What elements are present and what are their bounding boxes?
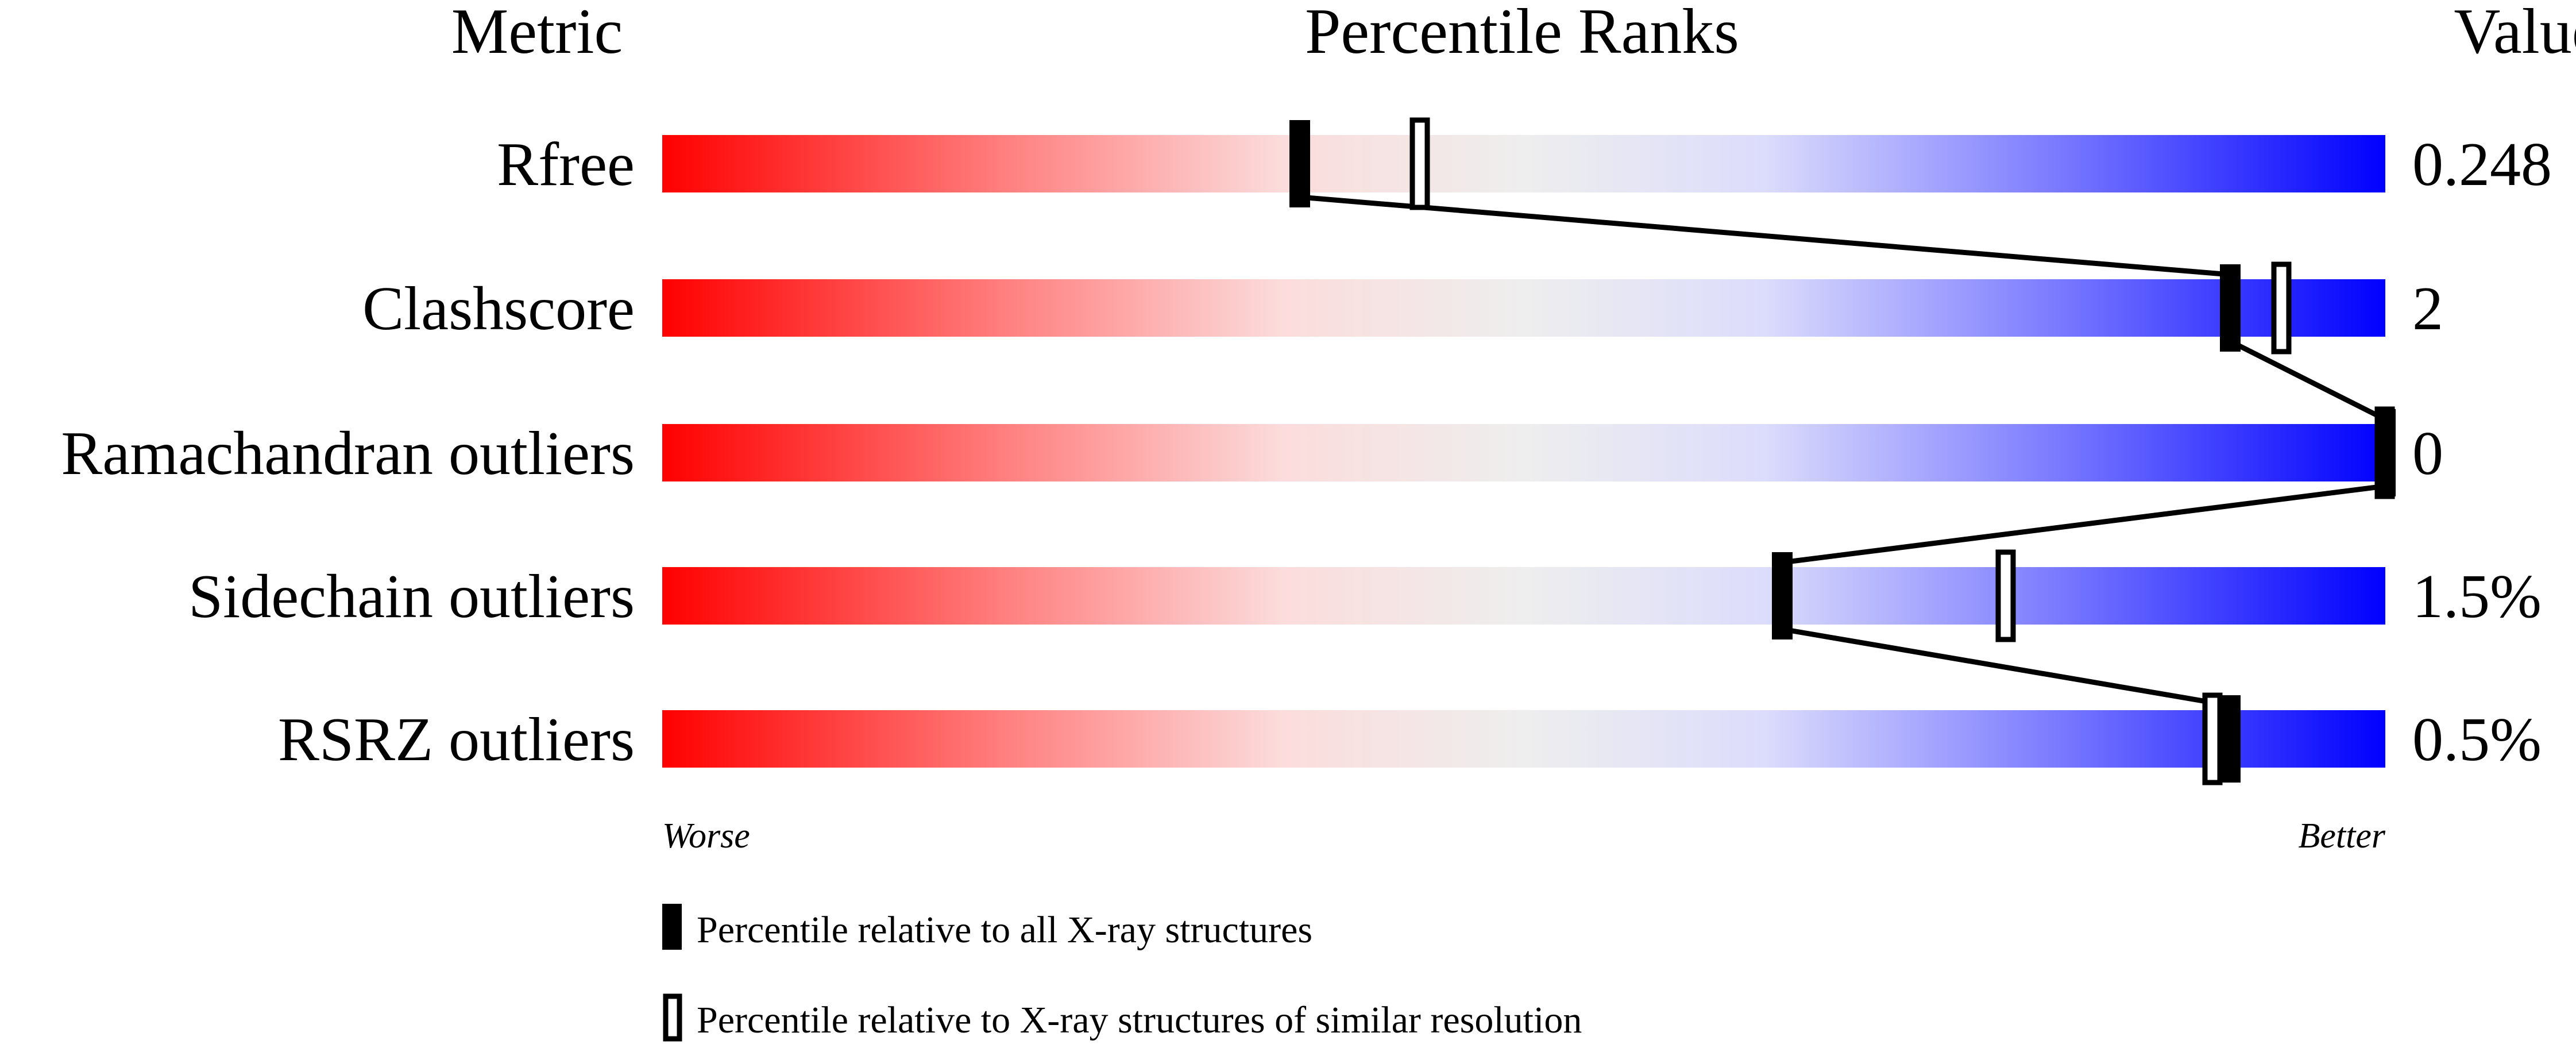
marker-similar-resolution bbox=[2271, 261, 2292, 355]
marker-similar-resolution bbox=[2202, 692, 2223, 785]
metric-label: Ramachandran outliers bbox=[61, 419, 635, 488]
percentile-bar bbox=[662, 135, 2385, 192]
axis-worse: Worse bbox=[662, 816, 750, 856]
percentile-bar bbox=[662, 424, 2385, 481]
metric-label: Sidechain outliers bbox=[188, 562, 635, 631]
marker-all-structures bbox=[1772, 552, 1793, 639]
marker-all-structures bbox=[2375, 409, 2396, 496]
percentile-bar bbox=[662, 710, 2385, 768]
metric-label: Rfree bbox=[497, 130, 635, 199]
legend-open-marker bbox=[663, 993, 682, 1042]
axis-better: Better bbox=[2299, 816, 2386, 856]
connector-line bbox=[1782, 626, 2231, 708]
header-percentile: Percentile Ranks bbox=[1305, 0, 1739, 67]
legend-filled-marker bbox=[662, 904, 682, 950]
connector-line bbox=[1299, 194, 2231, 278]
marker-all-structures bbox=[1289, 120, 1310, 207]
legend-all: Percentile relative to all X-ray structu… bbox=[697, 909, 1312, 951]
metric-value: 1.5% bbox=[2412, 562, 2542, 631]
percentile-bar bbox=[662, 279, 2385, 337]
percentile-bar bbox=[662, 567, 2385, 625]
connector-line bbox=[2229, 338, 2387, 422]
metric-value: 0.5% bbox=[2412, 706, 2542, 774]
marker-similar-resolution bbox=[1409, 117, 1430, 210]
metric-value: 0 bbox=[2412, 419, 2443, 488]
metric-value: 0.248 bbox=[2412, 130, 2552, 199]
metric-label: RSRZ outliers bbox=[278, 706, 635, 774]
connector-line bbox=[1782, 483, 2386, 565]
marker-similar-resolution bbox=[1995, 549, 2016, 642]
header-metric: Metric bbox=[451, 0, 623, 67]
marker-all-structures bbox=[2220, 264, 2241, 352]
marker-all-structures bbox=[2220, 695, 2241, 783]
metric-value: 2 bbox=[2412, 275, 2443, 343]
legend-similar: Percentile relative to X-ray structures … bbox=[697, 999, 1582, 1041]
metric-label: Clashscore bbox=[362, 275, 635, 343]
header-value: Value bbox=[2454, 0, 2576, 67]
